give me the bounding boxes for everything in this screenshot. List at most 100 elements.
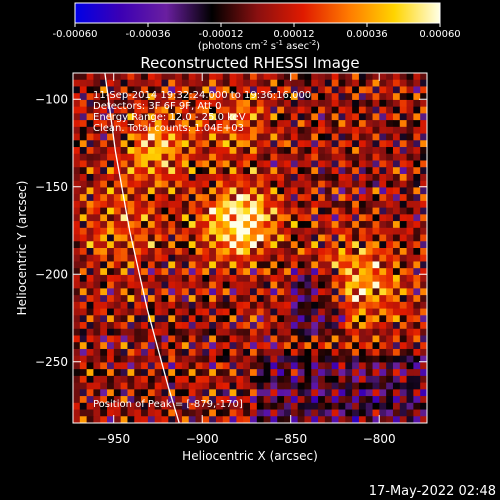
heatmap-cell xyxy=(127,194,135,202)
heatmap-cell xyxy=(406,221,414,229)
heatmap-cell xyxy=(406,227,414,235)
heatmap-cell xyxy=(113,254,122,262)
heatmap-cell xyxy=(229,173,237,182)
heatmap-cell xyxy=(345,248,353,256)
heatmap-cell xyxy=(345,147,353,155)
heatmap-cell xyxy=(161,187,169,195)
heatmap-cell xyxy=(250,268,258,276)
heatmap-cell xyxy=(127,416,135,423)
heatmap-cell xyxy=(73,288,81,296)
heatmap-cell xyxy=(406,355,414,363)
heatmap-cell xyxy=(134,221,142,229)
heatmap-cell xyxy=(365,153,373,161)
heatmap-cell xyxy=(141,113,149,121)
heatmap-cell xyxy=(195,180,203,188)
heatmap-cell xyxy=(277,79,285,87)
heatmap-cell xyxy=(304,194,312,202)
heatmap-cell xyxy=(188,416,196,423)
heatmap-cell xyxy=(188,261,196,269)
heatmap-cell xyxy=(392,147,401,155)
heatmap-cell xyxy=(406,140,414,148)
heatmap-cell xyxy=(236,167,244,175)
heatmap-cell xyxy=(372,73,380,81)
heatmap-cell xyxy=(215,99,224,108)
heatmap-cell xyxy=(73,180,81,188)
heatmap-cell xyxy=(420,167,427,175)
heatmap-cell xyxy=(188,322,196,330)
heatmap-cell xyxy=(420,362,427,370)
heatmap-cell xyxy=(379,187,387,195)
heatmap-cell xyxy=(365,355,373,363)
heatmap-cell xyxy=(141,93,149,101)
heatmap-cell xyxy=(270,375,278,384)
heatmap-cell xyxy=(154,180,162,188)
heatmap-cell xyxy=(256,375,265,384)
heatmap-cell xyxy=(324,194,333,202)
heatmap-cell xyxy=(406,73,414,81)
heatmap-cell xyxy=(358,248,367,256)
heatmap-cell xyxy=(100,396,108,404)
heatmap-cell xyxy=(379,295,387,303)
heatmap-cell xyxy=(222,308,230,316)
heatmap-cell xyxy=(311,409,319,417)
heatmap-cell xyxy=(107,133,115,141)
heatmap-cell xyxy=(304,261,312,269)
heatmap-cell xyxy=(73,369,81,377)
heatmap-cell xyxy=(338,207,346,215)
heatmap-cell xyxy=(290,167,299,175)
heatmap-cell xyxy=(134,187,142,195)
heatmap-cell xyxy=(331,106,339,114)
heatmap-cell xyxy=(154,160,162,168)
heatmap-cell xyxy=(399,194,407,202)
heatmap-cell xyxy=(147,375,156,384)
heatmap-cell xyxy=(318,79,326,87)
heatmap-cell xyxy=(386,120,394,128)
heatmap-cell xyxy=(154,214,162,222)
heatmap-cell xyxy=(161,207,169,215)
heatmap-cell xyxy=(413,274,421,283)
heatmap-cell xyxy=(256,274,265,283)
heatmap-cell xyxy=(331,335,339,343)
heatmap-cell xyxy=(100,409,108,417)
heatmap-cell xyxy=(284,416,292,423)
heatmap-cell xyxy=(86,86,94,94)
heatmap-cell xyxy=(229,369,237,377)
heatmap-cell xyxy=(392,106,401,114)
heatmap-cell xyxy=(270,167,278,175)
heatmap-cell xyxy=(297,167,305,175)
heatmap-cell xyxy=(127,221,135,229)
heatmap-cell xyxy=(318,322,326,330)
heatmap-cell xyxy=(250,93,258,101)
heatmap-cell xyxy=(345,348,353,357)
heatmap-cell xyxy=(120,180,128,188)
heatmap-cell xyxy=(134,416,142,423)
heatmap-cell xyxy=(222,342,230,350)
heatmap-cell xyxy=(324,274,333,283)
heatmap-cell xyxy=(406,214,414,222)
heatmap-cell xyxy=(311,402,319,410)
heatmap-cell xyxy=(161,248,169,256)
heatmap-cell xyxy=(79,416,88,423)
heatmap-cell xyxy=(73,315,81,323)
heatmap-cell xyxy=(284,214,292,222)
heatmap-cell xyxy=(222,221,230,229)
heatmap-cell xyxy=(399,322,407,330)
heatmap-cell xyxy=(399,328,407,336)
heatmap-cell xyxy=(290,194,299,202)
heatmap-cell xyxy=(304,241,312,249)
heatmap-cell xyxy=(93,120,101,128)
heatmap-cell xyxy=(345,227,353,235)
heatmap-cell xyxy=(304,328,312,336)
heatmap-cell xyxy=(413,126,421,134)
heatmap-cell xyxy=(304,308,312,316)
heatmap-cell xyxy=(120,73,128,81)
heatmap-cell xyxy=(284,396,292,404)
heatmap-cell xyxy=(120,248,128,256)
heatmap-cell xyxy=(168,147,176,155)
heatmap-cell xyxy=(290,335,299,343)
heatmap-cell xyxy=(168,160,176,168)
heatmap-cell xyxy=(79,99,88,108)
heatmap-cell xyxy=(86,180,94,188)
heatmap-cell xyxy=(188,389,196,397)
heatmap-cell xyxy=(120,328,128,336)
